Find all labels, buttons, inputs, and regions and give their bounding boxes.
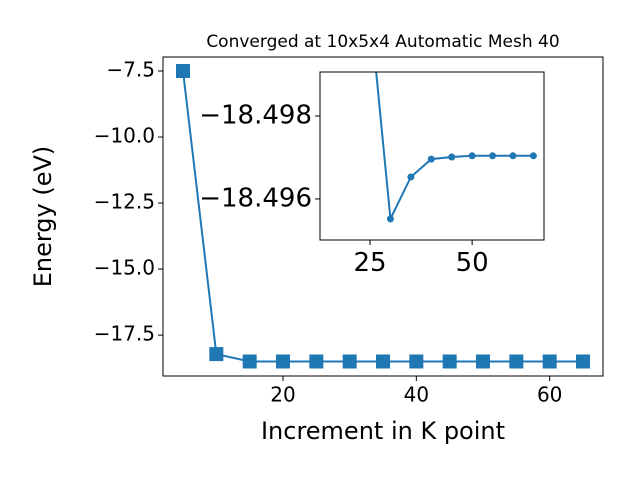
- x-axis-label: Increment in K point: [261, 417, 505, 445]
- marker: [509, 354, 524, 369]
- marker: [468, 152, 476, 160]
- series: [367, 5, 537, 223]
- x-tick-label: 50: [456, 248, 489, 278]
- series: [176, 63, 590, 369]
- marker: [276, 354, 290, 369]
- x-tick-label: 25: [353, 248, 386, 278]
- marker: [542, 354, 557, 369]
- plot-frame: [319, 71, 545, 241]
- y-tick-label: −15.0: [94, 256, 155, 280]
- marker: [489, 152, 497, 160]
- marker: [407, 173, 415, 181]
- marker: [367, 5, 374, 12]
- y-tick-label: −18.498: [199, 100, 312, 130]
- y-tick-label: −18.496: [199, 183, 312, 213]
- marker: [442, 354, 457, 369]
- x-tick-label: 60: [537, 383, 562, 407]
- x-tick-label: 40: [404, 383, 429, 407]
- x-tick-label: 20: [270, 383, 295, 407]
- chart-title: Converged at 10x5x4 Automatic Mesh 40: [206, 32, 559, 52]
- y-tick-label: −12.5: [94, 190, 155, 214]
- marker: [427, 155, 435, 163]
- plot-frame: [162, 56, 604, 377]
- marker: [386, 215, 394, 223]
- y-tick-label: −17.5: [94, 322, 155, 346]
- marker: [376, 354, 390, 369]
- marker: [529, 152, 537, 160]
- marker: [209, 347, 224, 362]
- marker: [576, 354, 590, 369]
- marker: [448, 153, 456, 161]
- marker: [242, 354, 257, 369]
- y-tick-label: −10.0: [94, 124, 155, 148]
- marker: [476, 354, 490, 369]
- marker: [509, 152, 517, 160]
- y-axis-label: Energy (eV): [29, 146, 57, 288]
- y-tick-label: −7.5: [106, 57, 155, 81]
- marker: [176, 63, 190, 78]
- marker: [342, 354, 357, 369]
- marker: [309, 354, 324, 369]
- marker: [409, 354, 424, 369]
